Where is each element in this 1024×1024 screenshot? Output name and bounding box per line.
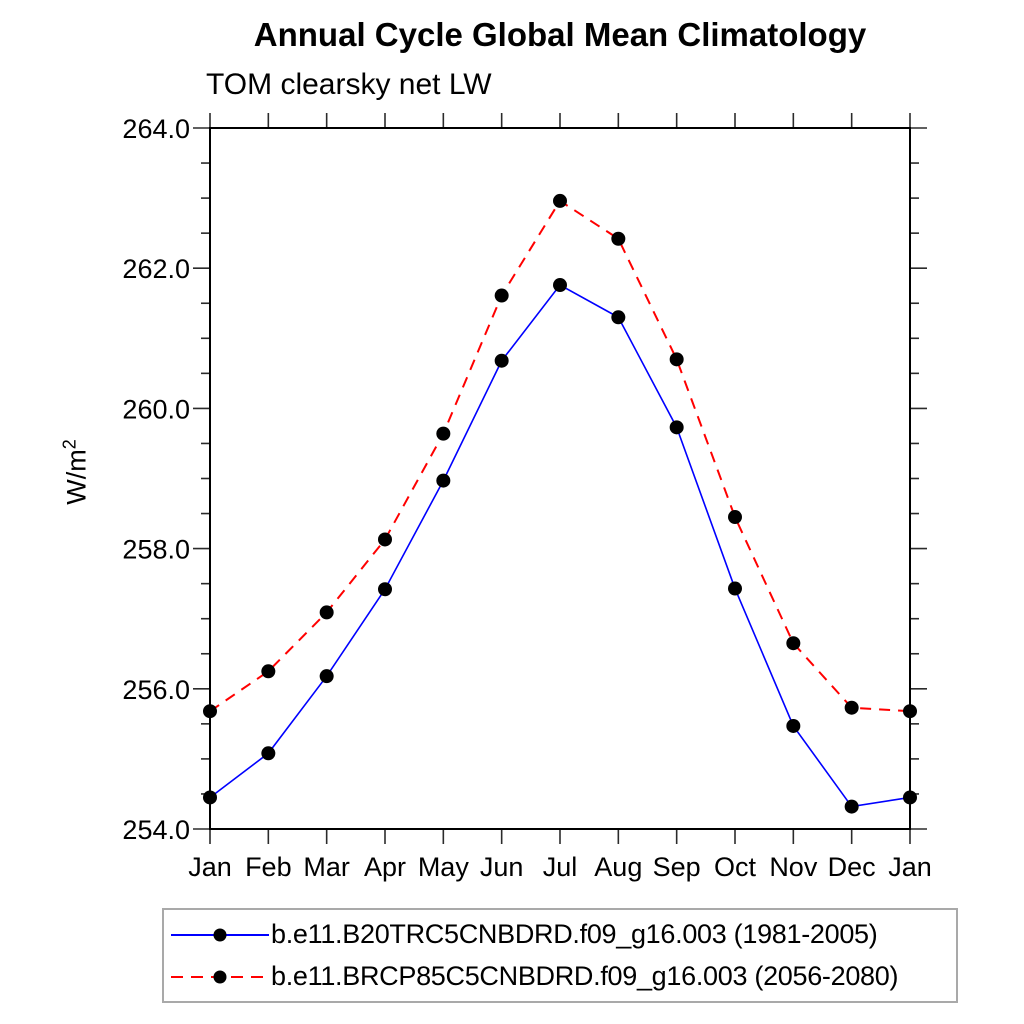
x-tick-label: Feb [245, 852, 292, 882]
legend-line-sample-dashed [171, 970, 269, 983]
data-point-series-1 [319, 669, 334, 684]
data-point-series-2 [378, 532, 392, 547]
x-tick-label: Aug [594, 852, 642, 882]
data-point-series-2 [786, 636, 801, 651]
data-point-series-2 [436, 426, 451, 441]
x-tick-label: Oct [714, 852, 757, 882]
x-tick-label: Jan [888, 852, 932, 882]
data-point-series-2 [669, 352, 684, 367]
axis-frame [209, 127, 911, 830]
y-tick-label: 258.0 [122, 535, 190, 565]
legend-item: b.e11.BRCP85C5CNBDRD.f09_g16.003 (2056-2… [169, 959, 956, 995]
data-point-series-1 [203, 790, 217, 805]
legend-marker-icon [213, 928, 227, 941]
y-axis-title: W/m2 [60, 439, 93, 505]
data-point-series-2 [728, 510, 742, 525]
data-point-series-2 [903, 704, 917, 719]
y-tick-label: 254.0 [122, 815, 190, 845]
data-point-series-1 [494, 353, 509, 368]
data-point-series-2 [494, 288, 509, 303]
data-point-series-2 [261, 664, 276, 679]
legend-item: b.e11.B20TRC5CNBDRD.f09_g16.003 (1981-20… [169, 917, 956, 953]
data-point-series-1 [611, 310, 626, 325]
data-point-series-1 [903, 790, 917, 805]
data-point-series-1 [669, 420, 684, 435]
legend-label-series-1: b.e11.B20TRC5CNBDRD.f09_g16.003 (1981-20… [271, 919, 878, 949]
series-line-2 [209, 199, 911, 713]
y-tick-label: 256.0 [122, 675, 190, 705]
data-point-series-1 [786, 718, 801, 733]
y-tick-label: 260.0 [122, 394, 190, 424]
chart-subtitle: TOM clearsky net LW [206, 68, 492, 101]
data-point-series-2 [844, 700, 859, 715]
data-point-series-1 [378, 582, 392, 597]
x-tick-label: Jul [543, 852, 578, 882]
data-point-series-2 [319, 605, 334, 620]
x-tick-label: Sep [653, 852, 701, 882]
data-point-series-2 [611, 231, 626, 246]
data-point-series-1 [261, 746, 276, 761]
data-point-series-2 [553, 193, 567, 208]
chart-title: Annual Cycle Global Mean Climatology [253, 16, 867, 53]
y-axis-title-base: W/m [61, 449, 92, 505]
series-line-1 [209, 283, 911, 808]
y-axis-title-exponent: 2 [59, 439, 80, 450]
data-point-series-2 [203, 704, 217, 719]
x-tick-label: Dec [828, 852, 876, 882]
legend-box: b.e11.B20TRC5CNBDRD.f09_g16.003 (1981-20… [162, 908, 958, 1003]
x-tick-label: Apr [364, 852, 406, 882]
y-tick-label: 262.0 [122, 254, 190, 284]
legend-line-sample-solid [171, 928, 269, 941]
x-tick-label: Jun [480, 852, 524, 882]
y-tick-label: 264.0 [122, 114, 190, 144]
data-point-series-1 [436, 473, 451, 488]
x-tick-label: Nov [769, 852, 818, 882]
x-tick-label: Mar [303, 852, 350, 882]
data-point-series-1 [728, 581, 742, 596]
legend-label-series-2: b.e11.BRCP85C5CNBDRD.f09_g16.003 (2056-2… [271, 961, 899, 991]
data-point-series-1 [553, 278, 567, 293]
data-point-series-1 [844, 799, 859, 814]
x-tick-label: May [418, 852, 470, 882]
x-tick-label: Jan [188, 852, 232, 882]
legend-marker-icon [213, 970, 227, 983]
